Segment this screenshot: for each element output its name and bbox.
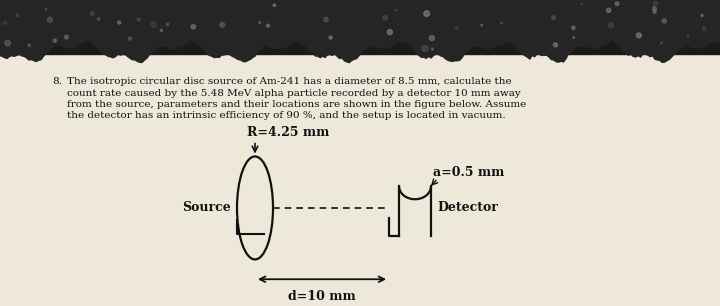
- Circle shape: [653, 10, 656, 13]
- Circle shape: [4, 21, 6, 24]
- Text: the detector has an intrinsic efficiency of 90 %, and the setup is located in va: the detector has an intrinsic efficiency…: [67, 111, 505, 120]
- Circle shape: [455, 26, 459, 29]
- Text: The isotropic circular disc source of Am-241 has a diameter of 8.5 mm, calculate: The isotropic circular disc source of Am…: [67, 77, 512, 86]
- Circle shape: [16, 14, 19, 17]
- Circle shape: [481, 24, 482, 26]
- Circle shape: [220, 23, 225, 27]
- Circle shape: [65, 35, 68, 39]
- Text: R=4.25 mm: R=4.25 mm: [247, 126, 329, 139]
- Text: count rate caused by the 5.48 MeV alpha particle recorded by a detector 10 mm aw: count rate caused by the 5.48 MeV alpha …: [67, 89, 521, 98]
- Circle shape: [137, 18, 140, 21]
- Circle shape: [431, 48, 433, 50]
- Circle shape: [661, 42, 662, 44]
- Circle shape: [5, 40, 10, 46]
- Circle shape: [97, 18, 100, 20]
- Text: Detector: Detector: [437, 201, 498, 215]
- Text: from the source, parameters and their locations are shown in the figure below. A: from the source, parameters and their lo…: [67, 100, 526, 109]
- Circle shape: [117, 21, 121, 24]
- Circle shape: [552, 16, 555, 20]
- Circle shape: [395, 9, 397, 11]
- Circle shape: [329, 36, 332, 39]
- Circle shape: [45, 9, 46, 10]
- Circle shape: [424, 11, 430, 17]
- Circle shape: [615, 2, 619, 6]
- Bar: [0, 0, 720, 54]
- Circle shape: [387, 29, 392, 35]
- Circle shape: [166, 23, 168, 25]
- Circle shape: [554, 43, 557, 47]
- Circle shape: [501, 22, 503, 24]
- Circle shape: [572, 26, 575, 29]
- Circle shape: [606, 8, 611, 13]
- Circle shape: [662, 19, 667, 23]
- Circle shape: [581, 4, 582, 5]
- Circle shape: [422, 46, 428, 51]
- Circle shape: [429, 35, 434, 41]
- Circle shape: [701, 15, 703, 17]
- Circle shape: [636, 33, 642, 38]
- Circle shape: [48, 17, 53, 22]
- Text: d=10 mm: d=10 mm: [288, 290, 356, 303]
- Circle shape: [258, 22, 261, 24]
- Circle shape: [573, 37, 575, 38]
- Circle shape: [28, 44, 30, 47]
- Circle shape: [703, 27, 706, 30]
- Circle shape: [90, 11, 94, 16]
- Text: 8.: 8.: [52, 77, 62, 86]
- Circle shape: [150, 21, 156, 27]
- Circle shape: [324, 17, 328, 22]
- Circle shape: [608, 23, 613, 28]
- Circle shape: [128, 37, 132, 40]
- Circle shape: [161, 29, 162, 31]
- Circle shape: [273, 4, 276, 6]
- Circle shape: [383, 15, 387, 20]
- Circle shape: [191, 24, 195, 29]
- Circle shape: [653, 7, 657, 10]
- Circle shape: [266, 24, 269, 27]
- Circle shape: [654, 1, 658, 6]
- Text: Source: Source: [182, 201, 230, 215]
- Circle shape: [53, 39, 57, 42]
- Text: a=0.5 mm: a=0.5 mm: [433, 166, 505, 179]
